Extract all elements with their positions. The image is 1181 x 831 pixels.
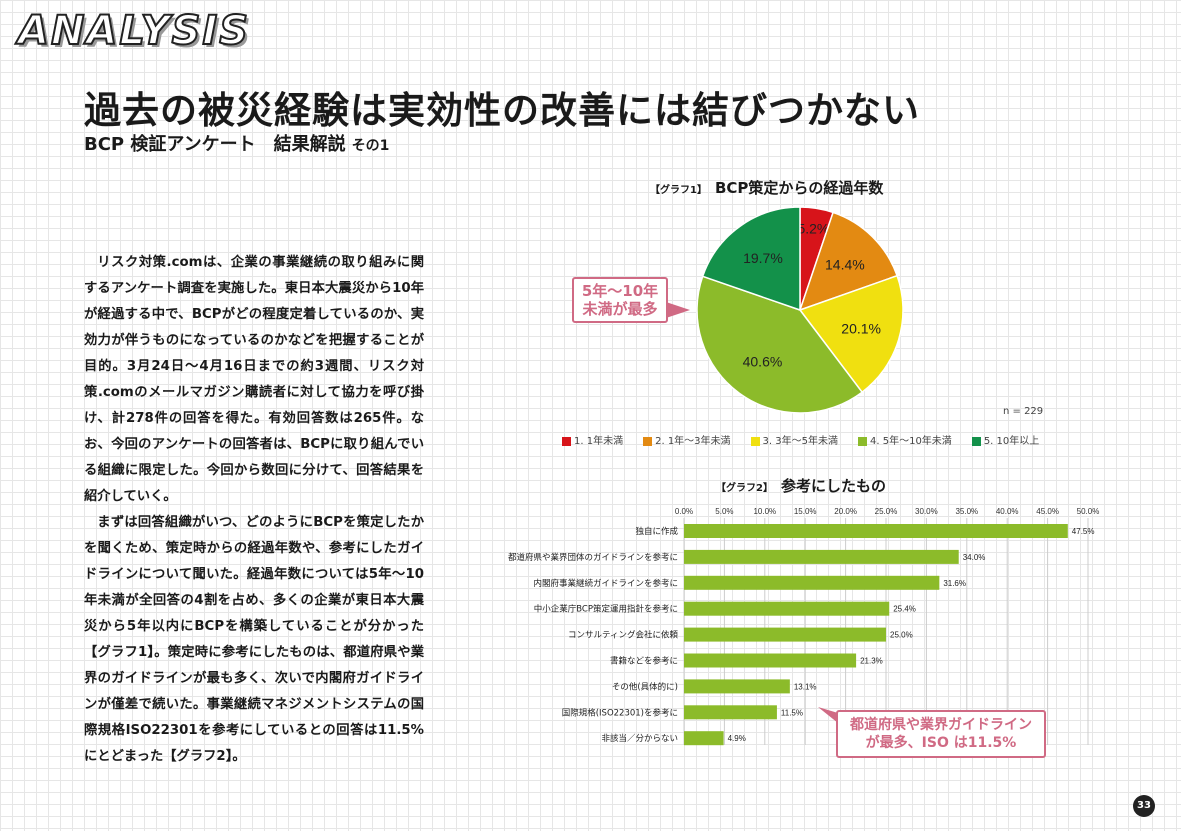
legend-item: 1. 1年未満 [562, 432, 623, 447]
x-tick-label: 25.0% [875, 507, 898, 516]
callout-pointer [666, 302, 690, 318]
pie-legend: 1. 1年未満 2. 1年～3年未満 3. 3年～5年未満 4. 5年～10年未満 5.… [562, 432, 1039, 447]
legend-label: 2. 1年～3年未満 [655, 436, 731, 447]
legend-swatch [562, 436, 571, 446]
legend-swatch [750, 436, 760, 446]
bar-value-label: 13.1% [794, 682, 817, 691]
pie-value-label: 40.6% [743, 354, 783, 370]
x-tick-label: 20.0% [834, 507, 857, 516]
subtitle-text: BCP 検証アンケート 結果解説 [84, 134, 346, 155]
legend-item: 5. 10年以上 [971, 432, 1040, 447]
category-label: 内閣府事業継続ガイドラインを参考に [533, 578, 678, 589]
x-tick-label: 0.0% [675, 507, 693, 516]
bar-value-label: 47.5% [1072, 527, 1095, 536]
x-tick-label: 35.0% [955, 507, 978, 516]
bar-value-label: 25.0% [890, 631, 913, 640]
callout-line: 5年～10年 [581, 282, 659, 300]
legend-swatch [971, 436, 981, 446]
bar [684, 705, 777, 720]
x-tick-label: 30.0% [915, 507, 938, 516]
bar [684, 575, 940, 590]
bar [684, 731, 724, 746]
bar [684, 627, 886, 642]
chart1-label: 【グラフ1】 [650, 185, 707, 196]
category-label: その他(具体的に) [612, 681, 678, 692]
category-label: 書籍などを参考に [610, 656, 678, 667]
article-body: リスク対策.comは、企業の事業継続の取り組みに関するアンケート調査を実施した。… [84, 250, 424, 770]
pie-value-label: 14.4% [825, 257, 865, 273]
legend-label: 1. 1年未満 [574, 436, 624, 447]
bar [684, 679, 790, 694]
sample-size: n = 229 [1003, 406, 1044, 417]
legend-label: 4. 5年～10年未満 [870, 436, 952, 447]
bar-chart: 0.0% 5.0% 10.0% 15.0% 20.0% 25.0% 30.0% 35.0% 40… [508, 507, 1100, 746]
page-number: 33 [1133, 795, 1155, 817]
pie-value-label: 19.7% [743, 250, 783, 266]
x-tick-label: 40.0% [996, 507, 1019, 516]
category-label: 国際規格(ISO22301)を参考に [562, 707, 678, 718]
pie-value-label: 20.1% [841, 320, 881, 336]
pie-slice [798, 211, 899, 312]
chart2-label: 【グラフ2】 [716, 483, 773, 494]
callout-line: が最多、ISO は11.5% [865, 735, 1017, 751]
legend-label: 5. 10年以上 [983, 436, 1040, 447]
legend-item: 3. 3年～5年未満 [750, 432, 838, 447]
category-label: 独自に作成 [635, 526, 678, 537]
bar-value-label: 21.3% [860, 657, 883, 666]
legend-item: 2. 1年～3年未満 [643, 432, 731, 447]
chart1-title-text: BCP策定からの経過年数 [714, 179, 884, 197]
pie-chart: 5.2% 14.4% 20.1% 40.6% 19.7% [696, 206, 904, 414]
pie-callout: 5年～10年 未満が最多 [572, 277, 668, 323]
bar-value-label: 11.5% [781, 708, 803, 717]
paragraph: リスク対策.comは、企業の事業継続の取り組みに関するアンケート調査を実施した。… [84, 255, 424, 504]
x-tick-label: 50.0% [1077, 507, 1100, 516]
bar-value-label: 4.9% [728, 734, 746, 743]
subtitle-part: その1 [351, 138, 390, 154]
legend-item: 4. 5年～10年未満 [858, 432, 952, 447]
x-tick-label: 10.0% [753, 507, 776, 516]
category-label: 非該当／分からない [601, 733, 678, 744]
x-tick-label: 15.0% [794, 507, 817, 516]
pie-value-label: 5.2% [797, 221, 829, 237]
category-label: 都道府県や業界団体のガイドラインを参考に [508, 552, 678, 563]
legend-swatch [643, 436, 653, 446]
pie-slice [701, 206, 801, 312]
legend-swatch [858, 436, 867, 446]
page-title: 過去の被災経験は実効性の改善には結びつかない [84, 89, 920, 132]
callout-line: 都道府県や業界ガイドライン [850, 717, 1032, 733]
x-tick-label: 5.0% [715, 507, 733, 516]
bar [684, 653, 857, 668]
category-label: 中小企業庁BCP策定運用指針を参考に [534, 604, 678, 615]
x-tick-label: 45.0% [1036, 507, 1059, 516]
section-logo: ANALYSIS [17, 7, 251, 55]
bar-value-label: 31.6% [943, 579, 966, 588]
chart2-title-text: 参考にしたもの [780, 477, 886, 495]
bar-value-label: 25.4% [893, 605, 916, 614]
chart2-title: 【グラフ2】 参考にしたもの [716, 475, 886, 496]
paragraph: まずは回答組織がいつ、どのようにBCPを策定したかを聞くため、策定時からの経過年… [84, 515, 424, 764]
callout-pointer [818, 707, 838, 723]
pie-slice [696, 275, 864, 414]
chart1-title: 【グラフ1】 BCP策定からの経過年数 [650, 177, 883, 198]
bar [684, 524, 1068, 538]
category-label: コンサルティング会社に依頼 [568, 630, 678, 641]
callout-line: 未満が最多 [582, 300, 658, 318]
bar [684, 601, 890, 616]
page-subtitle: BCP 検証アンケート 結果解説 その1 [84, 130, 389, 156]
legend-label: 3. 3年～5年未満 [762, 436, 838, 447]
bar [684, 549, 959, 564]
bar-callout: 都道府県や業界ガイドライン が最多、ISO は11.5% [836, 710, 1046, 758]
pie-slice [798, 274, 904, 394]
bar-value-label: 34.0% [963, 553, 986, 562]
